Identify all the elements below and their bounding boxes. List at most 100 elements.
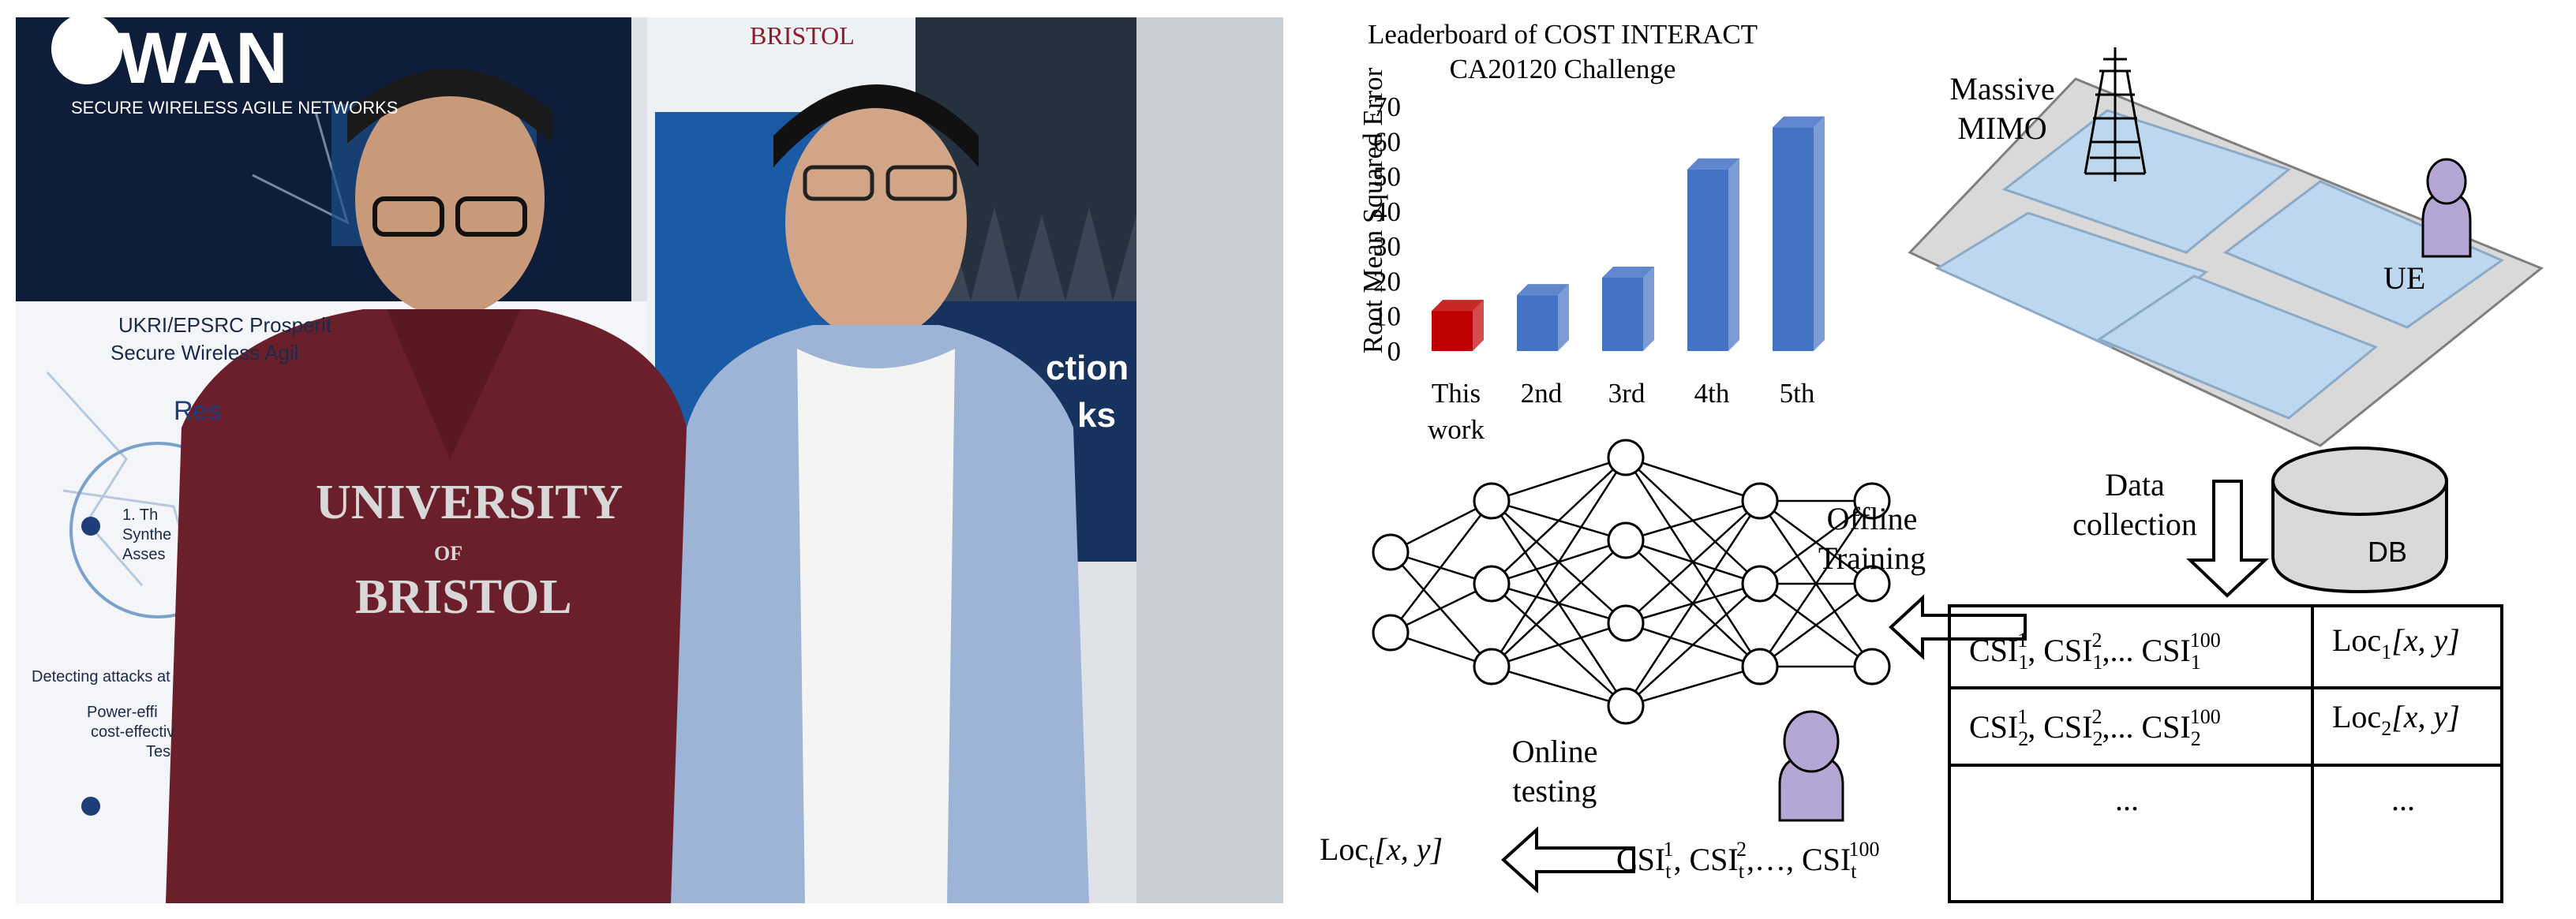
nn-node: [1741, 482, 1779, 520]
offline-label-line-2: Training: [1818, 540, 1926, 576]
poster-text-2: ks: [1077, 396, 1116, 435]
nn-edge: [1491, 665, 1627, 708]
x-tick-label: 2nd: [1521, 378, 1563, 409]
nn-edge: [1625, 456, 1761, 502]
neural-network-edges: [1390, 456, 1874, 708]
nn-node: [1607, 604, 1645, 642]
nn-edge: [1390, 499, 1492, 554]
x-tick-label: 5th: [1780, 378, 1815, 409]
hoodie-text-1: UNIVERSITY: [316, 476, 623, 529]
person-right-hair: [773, 84, 979, 167]
nn-node: [1741, 565, 1779, 603]
nn-edge: [1625, 665, 1761, 708]
person-left-face: [355, 80, 545, 317]
person-right-glasses: [803, 165, 874, 201]
person-right-face: [785, 104, 967, 341]
nn-edge: [1625, 500, 1761, 624]
y-tick-label: 70: [1373, 92, 1401, 122]
massive-label-line-1: Massive: [1949, 71, 2055, 106]
x-tick-label: 3rd: [1608, 378, 1646, 409]
nn-node: [1607, 521, 1645, 559]
neural-network-nodes: [1372, 439, 1891, 725]
nn-node: [1372, 533, 1410, 571]
db-label: DB: [2368, 536, 2408, 568]
bar: [1602, 267, 1654, 351]
banner-item-3c: Tes: [146, 743, 171, 760]
data-collection-arrow-icon: [2186, 480, 2270, 598]
table-cell-r1c1: CSI11, CSI12,... CSI1100: [1969, 629, 2221, 674]
output-location: Loct[x, y]: [1320, 831, 1443, 872]
bar: [1432, 300, 1484, 351]
banner-node-icon: [81, 517, 100, 536]
banner-line-2: Secure Wireless Agil: [110, 341, 299, 364]
y-tick-label: 40: [1373, 196, 1401, 227]
offline-training-arrow-icon: [1889, 594, 2027, 660]
table-cell-r2c2: Loc2[x, y]: [2332, 699, 2460, 740]
nn-edge: [1759, 499, 1873, 585]
table-cell-r3c2: ...: [2391, 782, 2415, 817]
x-tick-label: This: [1432, 378, 1481, 409]
nn-node: [1473, 648, 1511, 686]
table-cell-r2c1: CSI21, CSI22,... CSI2100: [1969, 705, 2221, 750]
x-tick-label: work: [1428, 414, 1485, 445]
pipeline-diagram: [1372, 439, 2503, 903]
database-icon: [2271, 446, 2448, 594]
banner-item-3b: cost-effectiv: [91, 723, 175, 741]
data-label-line-2: collection: [2072, 506, 2197, 542]
y-tick-label: 20: [1373, 266, 1401, 297]
nn-edge: [1758, 500, 1874, 667]
nn-node: [1473, 565, 1511, 603]
hoodie-text-2: OF: [434, 542, 463, 565]
nn-edge: [1491, 540, 1627, 667]
banner-item-1b: Synthe: [122, 526, 172, 544]
poster-text-1: ction: [1046, 349, 1129, 387]
y-tick-label: 60: [1373, 126, 1401, 157]
nn-edge: [1624, 500, 1762, 707]
ue-label: UE: [2383, 260, 2426, 296]
nn-node: [1372, 614, 1410, 652]
test-user-person-icon: [1778, 710, 1844, 822]
nn-edge: [1390, 500, 1492, 633]
bar: [1773, 116, 1825, 352]
nn-edge: [1625, 499, 1761, 542]
swan-tagline: SECURE WIRELESS AGILE NETWORKS: [71, 98, 399, 118]
massive-mimo-label: Massive MIMO: [1935, 69, 2069, 148]
online-testing-label: Online testing: [1484, 732, 1626, 811]
offline-training-label: Offline Training: [1801, 499, 1943, 578]
banner-item-1c: Asses: [122, 546, 166, 563]
bar: [1517, 284, 1569, 351]
banner-item-3: Power-effi: [87, 704, 158, 721]
nn-node: [1853, 482, 1891, 520]
banner-item-1: 1. Th: [122, 506, 159, 524]
y-tick-label: 10: [1373, 301, 1401, 332]
y-tick-label: 50: [1373, 162, 1401, 192]
chart-title: Leaderboard of COST INTERACT CA20120 Cha…: [1342, 17, 1784, 87]
person-left-hoodie: [166, 309, 695, 903]
bar: [1687, 158, 1739, 351]
nn-edge: [1390, 551, 1492, 667]
ue-person-icon: [2421, 158, 2472, 258]
nn-edge: [1759, 582, 1873, 668]
person-left-glasses: [373, 196, 444, 237]
nn-node: [1607, 439, 1645, 476]
nn-node: [1853, 648, 1891, 686]
csi-location-table: [1948, 604, 2503, 903]
lab-background: [1136, 17, 1283, 903]
online-testing-arrow-icon: [1501, 826, 1635, 894]
online-label-line-2: testing: [1512, 773, 1597, 809]
swan-logo-icon: [51, 17, 122, 84]
bar-chart: 0 10 20 30 40 50 60 70 This work 2nd 3rd 4th 5th: [1373, 92, 1825, 445]
banner-node-icon-2: [81, 797, 100, 816]
photo-illustration: [16, 17, 1283, 903]
hoodie-collar: [387, 309, 521, 459]
online-label-line-1: Online: [1511, 734, 1598, 769]
banner-item-2: Detecting attacks at: [32, 668, 170, 686]
x-tick-label: 4th: [1694, 378, 1730, 409]
nn-edge: [1491, 456, 1627, 502]
photo-panel: WAN SECURE WIRELESS AGILE NETWORKS UKRI/…: [16, 17, 1283, 903]
nn-edge: [1491, 622, 1627, 668]
chart-title-line-1: Leaderboard of COST INTERACT: [1367, 19, 1758, 50]
offline-label-line-1: Offline: [1826, 501, 1918, 536]
test-csi-sequence: CSIt1, CSIt2,…, CSIt100: [1616, 838, 1880, 883]
banner-word: Res: [174, 396, 222, 426]
